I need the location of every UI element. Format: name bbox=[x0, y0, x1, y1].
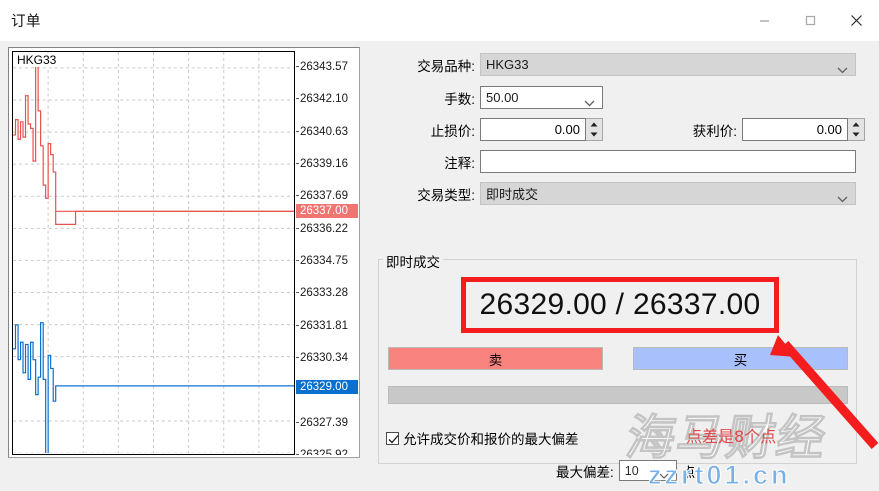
chevron-down-icon bbox=[837, 62, 848, 77]
price-chart-plot: HKG33 bbox=[12, 51, 295, 455]
symbol-row: 交易品种: HKG33 bbox=[372, 53, 856, 76]
comment-row: 注释: bbox=[372, 150, 856, 173]
axis-tick-label: 26336.22 bbox=[296, 222, 358, 236]
stoploss-input[interactable]: 0.00 bbox=[480, 118, 586, 141]
order-type-value: 即时成交 bbox=[486, 187, 539, 202]
minimize-button[interactable] bbox=[741, 0, 787, 41]
deviation-checkbox[interactable] bbox=[386, 431, 399, 445]
status-bar bbox=[388, 386, 848, 404]
order-form: 交易品种: HKG33 手数: 50.00 止损价: 0.00 bbox=[372, 41, 872, 465]
takeprofit-input[interactable]: 0.00 bbox=[742, 118, 848, 141]
comment-input[interactable] bbox=[480, 150, 856, 173]
symbol-value: HKG33 bbox=[486, 57, 529, 72]
stoploss-spinner[interactable]: 0.00 bbox=[480, 118, 603, 141]
volume-select[interactable]: 50.00 bbox=[480, 86, 603, 109]
chart-canvas bbox=[13, 52, 294, 454]
stoploss-label: 止损价: bbox=[430, 123, 475, 139]
maximize-button[interactable] bbox=[787, 0, 833, 41]
takeprofit-label: 获利价: bbox=[692, 123, 737, 139]
stepper-down-icon[interactable] bbox=[586, 130, 602, 141]
stepper-up-icon[interactable] bbox=[586, 119, 602, 130]
max-deviation-select[interactable]: 10 bbox=[618, 460, 677, 482]
window-title: 订单 bbox=[11, 13, 41, 30]
volume-value: 50.00 bbox=[486, 90, 519, 105]
max-deviation-value: 10 bbox=[624, 463, 639, 478]
bid-price-tag: 26329.00 bbox=[296, 380, 358, 395]
axis-tick-label: 26330.34 bbox=[296, 351, 358, 365]
axis-tick-label: 26333.28 bbox=[296, 286, 358, 300]
chevron-down-icon bbox=[659, 468, 669, 482]
window-controls bbox=[741, 0, 879, 41]
buy-button[interactable]: 买 bbox=[633, 347, 848, 370]
execution-group-title: 即时成交 bbox=[383, 251, 443, 271]
max-deviation-row: 最大偏差: 10 点 bbox=[556, 460, 695, 481]
takeprofit-spinner[interactable]: 0.00 bbox=[742, 118, 865, 141]
axis-tick-label: 26339.16 bbox=[296, 157, 358, 171]
axis-tick-label: 26342.10 bbox=[296, 92, 358, 106]
order-type-select[interactable]: 即时成交 bbox=[480, 182, 856, 205]
stoploss-stepper[interactable] bbox=[586, 118, 603, 141]
ask-price-tag: 26337.00 bbox=[296, 204, 358, 219]
points-unit-label: 点 bbox=[681, 464, 696, 480]
title-bar: 订单 bbox=[0, 0, 879, 41]
price-chart-panel: HKG33 26343.57 26342.10 26340.63 26339.16 26… bbox=[8, 47, 360, 458]
axis-tick-label: 26343.57 bbox=[296, 60, 358, 74]
stepper-up-icon[interactable] bbox=[848, 119, 864, 130]
execution-group: 即时成交 bbox=[378, 251, 857, 464]
stoploss-row: 止损价: 0.00 bbox=[372, 118, 603, 141]
chevron-down-icon bbox=[837, 191, 848, 206]
price-quote-highlight: 26329.00 / 26337.00 bbox=[461, 277, 779, 333]
symbol-select[interactable]: HKG33 bbox=[480, 53, 856, 76]
sell-button[interactable]: 卖 bbox=[388, 347, 603, 370]
dialog-body: HKG33 26343.57 26342.10 26340.63 26339.16 26… bbox=[0, 41, 879, 491]
axis-tick-label: 26340.63 bbox=[296, 125, 358, 139]
axis-tick-label: 26331.81 bbox=[296, 319, 358, 333]
chevron-down-icon bbox=[584, 95, 595, 110]
chart-symbol-label: HKG33 bbox=[16, 53, 58, 67]
axis-tick-label: 26337.69 bbox=[296, 189, 358, 203]
deviation-checkbox-row[interactable]: 允许成交价和报价的最大偏差 bbox=[386, 428, 579, 448]
axis-tick-label: 26327.39 bbox=[296, 416, 358, 430]
annotation-note: 点差是8个点 bbox=[686, 427, 777, 446]
close-button[interactable] bbox=[833, 0, 879, 41]
comment-label: 注释: bbox=[444, 155, 475, 171]
takeprofit-row: 获利价: 0.00 bbox=[659, 118, 865, 141]
volume-row: 手数: 50.00 bbox=[372, 86, 603, 109]
symbol-label: 交易品种: bbox=[417, 58, 475, 74]
deviation-checkbox-label: 允许成交价和报价的最大偏差 bbox=[403, 432, 579, 447]
price-quote-text: 26329.00 / 26337.00 bbox=[479, 288, 761, 321]
order-type-label: 交易类型: bbox=[417, 187, 475, 203]
price-axis: 26343.57 26342.10 26340.63 26339.16 26337.69… bbox=[296, 51, 358, 455]
axis-tick-label: 26325.92 bbox=[296, 448, 358, 455]
max-deviation-label: 最大偏差: bbox=[556, 464, 614, 480]
takeprofit-stepper[interactable] bbox=[848, 118, 865, 141]
stepper-down-icon[interactable] bbox=[848, 130, 864, 141]
volume-label: 手数: bbox=[444, 91, 475, 107]
order-type-row: 交易类型: 即时成交 bbox=[372, 182, 856, 205]
axis-tick-label: 26334.75 bbox=[296, 254, 358, 268]
